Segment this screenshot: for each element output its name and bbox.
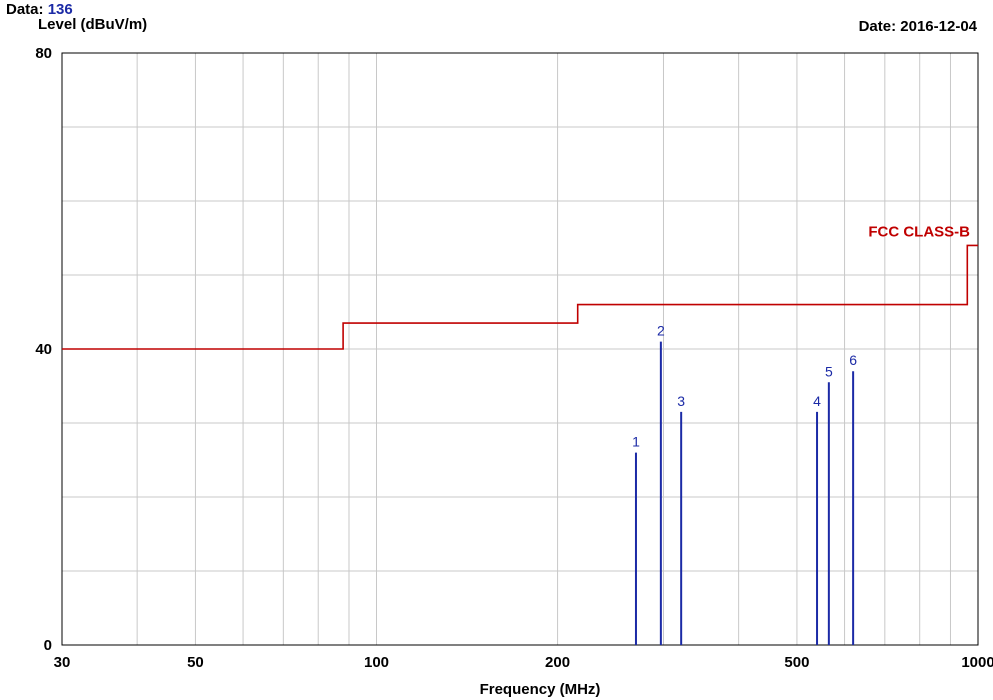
x-tick-label: 50 [187, 654, 204, 671]
limit-line-layer: FCC CLASS-B [62, 223, 978, 350]
data-value: 136 [47, 1, 73, 18]
marker-label: 5 [825, 363, 833, 379]
x-tick-label: 100 [364, 654, 389, 671]
x-tick-label: 200 [545, 654, 570, 671]
y-tick-label: 0 [44, 637, 52, 654]
y-tick-label: 80 [35, 45, 52, 62]
marker-label: 1 [632, 434, 640, 450]
marker-label: 2 [657, 323, 665, 339]
data-prefix: Data: [6, 1, 44, 18]
y-axis-label: Level (dBuV/m) [38, 16, 148, 33]
data-id-label: Data: 136 [6, 1, 73, 18]
x-tick-label: 500 [784, 654, 809, 671]
limit-line [62, 244, 978, 350]
marker-label: 4 [813, 393, 821, 409]
date-label: Date: 2016-12-04 [858, 18, 977, 35]
x-axis-label: Frequency (MHz) [480, 681, 601, 698]
y-tick-label: 40 [35, 341, 52, 358]
marker-label: 6 [849, 352, 857, 368]
tick-label-layer: 30 50 100 200 500 1000 0 40 80 [35, 45, 993, 671]
x-tick-label: 30 [54, 654, 71, 671]
x-tick-label: 1000 [961, 654, 993, 671]
marker-label: 3 [677, 393, 685, 409]
limit-line-label: FCC CLASS-B [868, 223, 970, 240]
marker-layer: 1 2 3 456 [632, 323, 857, 645]
